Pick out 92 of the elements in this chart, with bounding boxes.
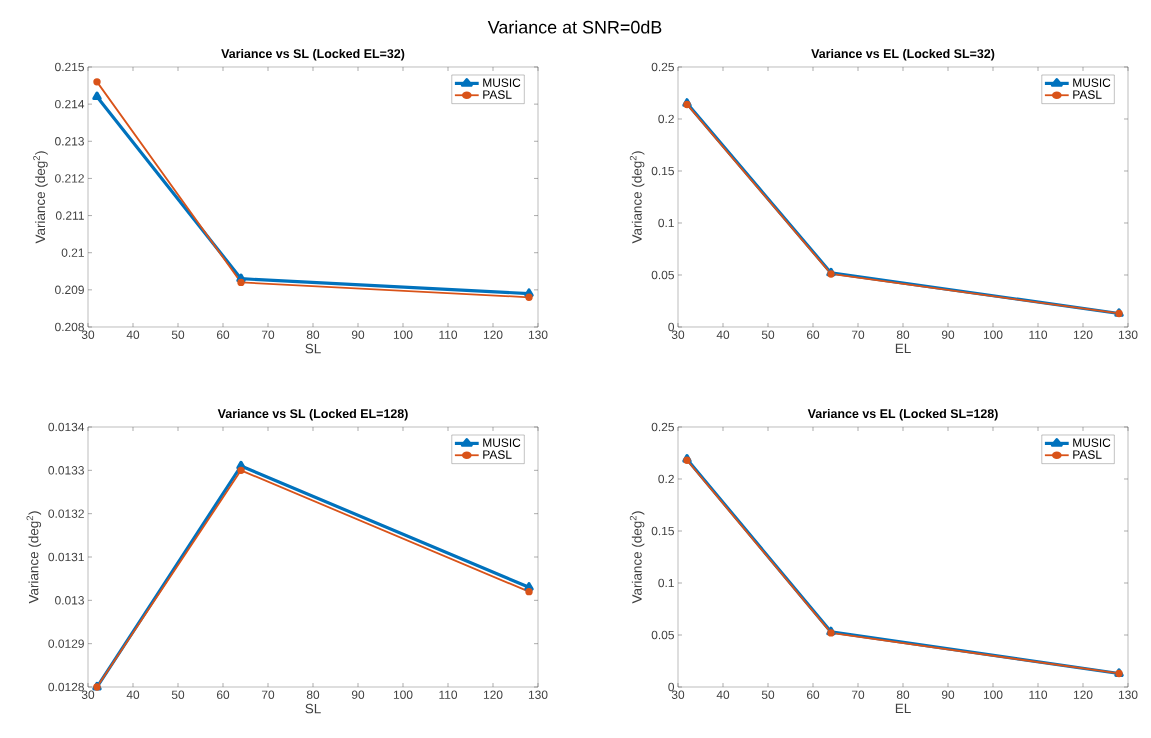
x-tick-label: 130 (528, 690, 548, 699)
y-tick-label: 0.013 (55, 596, 84, 605)
x-axis-title: SL (305, 703, 321, 714)
y-tick-label: 0.05 (651, 270, 674, 280)
chart-title: Variance vs EL (Locked SL=32) (811, 48, 995, 61)
x-tick-label: 120 (1073, 330, 1093, 339)
y-tick-label: 0.15 (651, 526, 674, 536)
y-tick-label: 0.0131 (48, 552, 84, 562)
y-tick-label: 0.208 (55, 322, 84, 332)
x-tick-label: 50 (171, 330, 185, 339)
x-tick-label: 40 (716, 690, 730, 699)
chart-title: Variance vs SL (Locked EL=32) (221, 48, 405, 61)
y-tick-label: 0.214 (55, 99, 85, 109)
x-tick-label: 90 (941, 690, 955, 699)
x-tick-label: 30 (81, 330, 95, 339)
y-tick-label: 0.209 (55, 285, 84, 295)
y-tick-label: 0.0134 (48, 422, 85, 432)
legend-label: PASL (483, 90, 512, 99)
x-tick-label: 110 (1029, 330, 1048, 339)
y-tick-label: 0.212 (55, 174, 84, 183)
y-tick-label: 0.15 (651, 166, 674, 176)
x-tick-label: 130 (1118, 690, 1138, 699)
y-axis-title: Variance (deg$^{2}$) (26, 511, 42, 604)
x-tick-label: 100 (393, 330, 413, 339)
x-tick-label: 80 (306, 690, 320, 699)
x-tick-label: 70 (851, 330, 865, 339)
x-tick-label: 90 (351, 330, 365, 339)
y-tick-label: 0.211 (55, 211, 84, 220)
x-tick-label: 30 (671, 690, 685, 699)
x-tick-label: 130 (1118, 330, 1138, 339)
x-tick-label: 30 (81, 690, 95, 699)
legend-label: MUSIC (1073, 438, 1111, 447)
x-tick-label: 50 (171, 690, 185, 699)
x-tick-label: 100 (983, 330, 1003, 339)
y-tick-label: 0.25 (651, 422, 674, 432)
x-tick-label: 70 (261, 690, 275, 699)
y-tick-label: 0 (668, 682, 675, 692)
y-tick-label: 0.2 (658, 114, 674, 124)
x-tick-label: 70 (851, 690, 865, 699)
x-tick-label: 60 (216, 690, 230, 699)
x-tick-label: 120 (483, 330, 503, 339)
x-tick-label: 40 (126, 330, 140, 339)
x-tick-label: 80 (306, 330, 320, 339)
x-axis-title: EL (895, 343, 911, 354)
chart-title: Variance vs SL (Locked EL=128) (217, 408, 408, 421)
x-tick-label: 60 (806, 330, 820, 339)
y-axis-title: Variance (deg$^{2}$) (33, 151, 48, 244)
x-axis-title: EL (895, 703, 911, 714)
x-tick-label: 50 (761, 690, 775, 699)
legend-label: MUSIC (1073, 78, 1111, 87)
legend-label: MUSIC (483, 438, 521, 447)
legend-label: PASL (1073, 450, 1102, 459)
y-tick-label: 0.0133 (48, 466, 84, 475)
x-tick-label: 90 (351, 690, 365, 699)
x-tick-label: 80 (896, 330, 910, 339)
x-tick-label: 110 (1029, 690, 1048, 699)
x-tick-label: 40 (126, 690, 140, 699)
y-tick-label: 0.213 (55, 137, 84, 146)
y-tick-label: 0.21 (61, 248, 84, 257)
x-tick-label: 120 (1073, 690, 1093, 699)
y-tick-label: 0.05 (651, 630, 674, 640)
x-axis-title: SL (305, 343, 321, 354)
x-tick-label: 60 (806, 690, 820, 699)
x-tick-label: 80 (896, 690, 910, 699)
chart-title: Variance vs EL (Locked SL=128) (807, 408, 998, 421)
x-tick-label: 60 (216, 330, 230, 339)
y-tick-label: 0.1 (658, 578, 674, 588)
x-tick-label: 40 (716, 330, 730, 339)
x-tick-label: 130 (528, 330, 548, 339)
legend-label: PASL (1073, 90, 1102, 99)
x-tick-label: 50 (761, 330, 775, 339)
x-tick-label: 110 (439, 330, 458, 339)
legend-label: MUSIC (483, 78, 521, 87)
x-tick-label: 100 (983, 690, 1003, 699)
y-tick-label: 0.1 (658, 218, 674, 228)
y-tick-label: 0.25 (651, 62, 674, 72)
y-tick-label: 0.2 (658, 474, 674, 484)
y-tick-label: 0.0132 (48, 509, 84, 518)
legend-label: PASL (483, 450, 512, 459)
x-tick-label: 120 (483, 690, 503, 699)
y-tick-label: 0.0129 (48, 639, 84, 648)
x-tick-label: 30 (671, 330, 685, 339)
text: Variance at SNR=0dB (487, 20, 662, 34)
y-tick-label: 0 (668, 322, 675, 332)
y-axis-title: Variance (deg$^{2}$) (629, 151, 645, 244)
y-tick-label: 0.215 (55, 62, 84, 72)
x-tick-label: 100 (393, 690, 413, 699)
x-tick-label: 110 (439, 690, 458, 699)
x-tick-label: 90 (941, 330, 955, 339)
y-axis-title: Variance (deg$^{2}$) (629, 511, 645, 604)
x-tick-label: 70 (261, 330, 275, 339)
y-tick-label: 0.0128 (48, 682, 84, 692)
